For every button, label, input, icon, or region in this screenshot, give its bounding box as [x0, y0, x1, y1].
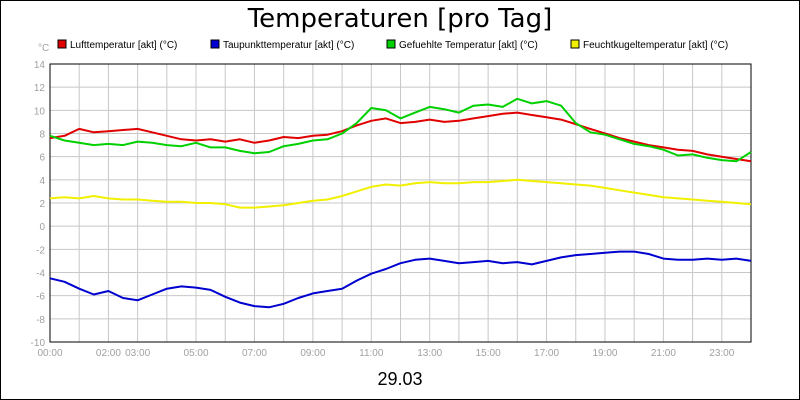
legend-label: Gefuehlte Temperatur [akt] (°C) — [399, 40, 538, 51]
y-tick-label: -8 — [36, 315, 45, 326]
y-tick-label: 2 — [39, 199, 45, 210]
plot-area — [49, 63, 752, 343]
y-tick-label: 0 — [39, 222, 45, 233]
series-line — [49, 111, 752, 163]
legend-swatch — [570, 39, 580, 49]
x-tick-label: 00:00 — [37, 348, 62, 359]
y-tick-label: 12 — [34, 83, 46, 94]
legend: Lufttemperatur [akt] (°C) Taupunkttempera… — [57, 39, 728, 51]
y-tick-label: 4 — [39, 176, 45, 187]
legend-label: Feuchtkugeltemperatur [akt] (°C) — [583, 40, 728, 51]
legend-label: Lufttemperatur [akt] (°C) — [70, 40, 177, 51]
grid — [50, 64, 751, 342]
y-tick-label: 10 — [34, 106, 46, 117]
x-tick-label: 17:00 — [534, 348, 559, 359]
y-unit-label: °C — [38, 43, 49, 54]
y-tick-label: -10 — [31, 338, 46, 349]
legend-label: Taupunkttemperatur [akt] (°C) — [223, 40, 354, 51]
y-axis-ticks: 14 12 10 8 6 4 2 0 -2 -4 -6 -8 -10 — [31, 60, 46, 349]
x-tick-label: 13:00 — [417, 348, 442, 359]
legend-swatch — [57, 39, 67, 49]
y-tick-label: -2 — [36, 245, 45, 256]
x-tick-label: 09:00 — [300, 348, 325, 359]
x-tick-label: 03:00 — [125, 348, 150, 359]
x-tick-label: 21:00 — [651, 348, 676, 359]
series-lines — [49, 97, 752, 309]
x-tick-label: 07:00 — [242, 348, 267, 359]
y-tick-label: 14 — [34, 60, 46, 71]
x-tick-label: 15:00 — [476, 348, 501, 359]
y-tick-label: 6 — [39, 153, 45, 164]
x-tick-label: 23:00 — [709, 348, 734, 359]
series-line — [49, 97, 752, 163]
y-tick-label: 8 — [39, 130, 45, 141]
date-label: 29.03 — [377, 369, 422, 389]
x-tick-label: 11:00 — [359, 348, 384, 359]
legend-swatch — [386, 39, 396, 49]
legend-swatch — [210, 39, 220, 49]
series-line — [49, 178, 752, 209]
chart-title: Temperaturen [pro Tag] — [247, 4, 553, 34]
y-tick-label: -4 — [36, 269, 45, 280]
x-axis-ticks: 00:00 02:00 03:00 05:00 07:00 09:00 11:00 13:00… — [37, 348, 734, 359]
x-tick-label: 02:00 — [96, 348, 121, 359]
y-tick-label: -6 — [36, 292, 45, 303]
series-line — [49, 250, 752, 309]
x-tick-label: 05:00 — [184, 348, 209, 359]
x-tick-label: 19:00 — [592, 348, 617, 359]
